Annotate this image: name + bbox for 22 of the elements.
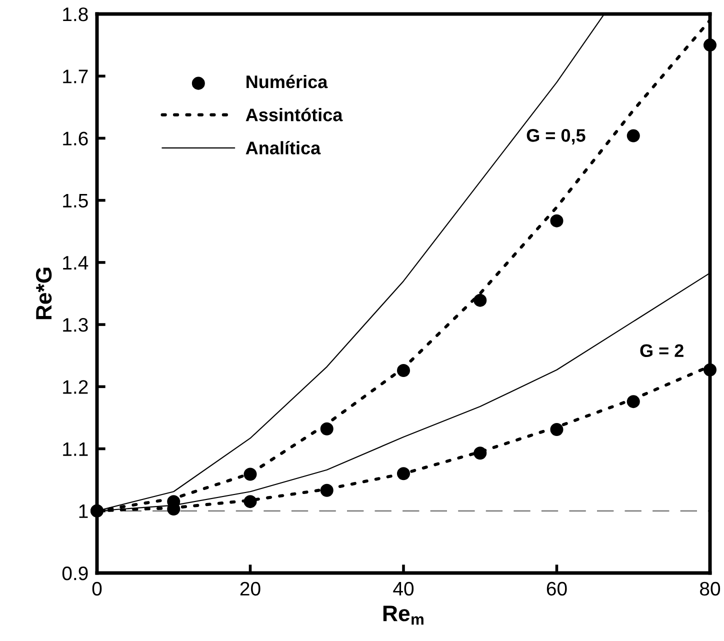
y-tick-label: 1.2 xyxy=(63,380,88,394)
y-tick-label: 1.6 xyxy=(63,132,88,146)
annotation: G = 2 xyxy=(640,344,684,358)
y-tick-label: 1.7 xyxy=(63,70,88,84)
y-tick-label: 0.9 xyxy=(62,566,88,580)
x-tick-label: 0 xyxy=(92,582,102,596)
y-tick-label: 1.5 xyxy=(63,194,88,208)
x-tick-label: 20 xyxy=(240,582,260,596)
y-tick-label: 1.1 xyxy=(63,442,88,456)
x-tick-label: 60 xyxy=(546,582,567,596)
x-tick-label: 80 xyxy=(700,582,720,596)
annotation: G = 0,5 xyxy=(526,129,586,144)
y-axis-title: Re*G xyxy=(36,268,52,320)
x-tick-label: 40 xyxy=(393,582,414,596)
y-tick-label: 1.3 xyxy=(63,318,88,332)
legend-label: Numérica xyxy=(246,74,328,88)
legend-label: Assintótica xyxy=(246,108,343,122)
y-tick-label: 1.8 xyxy=(63,7,88,22)
y-tick-label: 1 xyxy=(79,504,88,518)
x-axis-title: Re$_{m}$ xyxy=(383,606,424,625)
y-tick-label: 1.4 xyxy=(63,256,88,270)
legend-label: Analítica xyxy=(246,140,321,154)
